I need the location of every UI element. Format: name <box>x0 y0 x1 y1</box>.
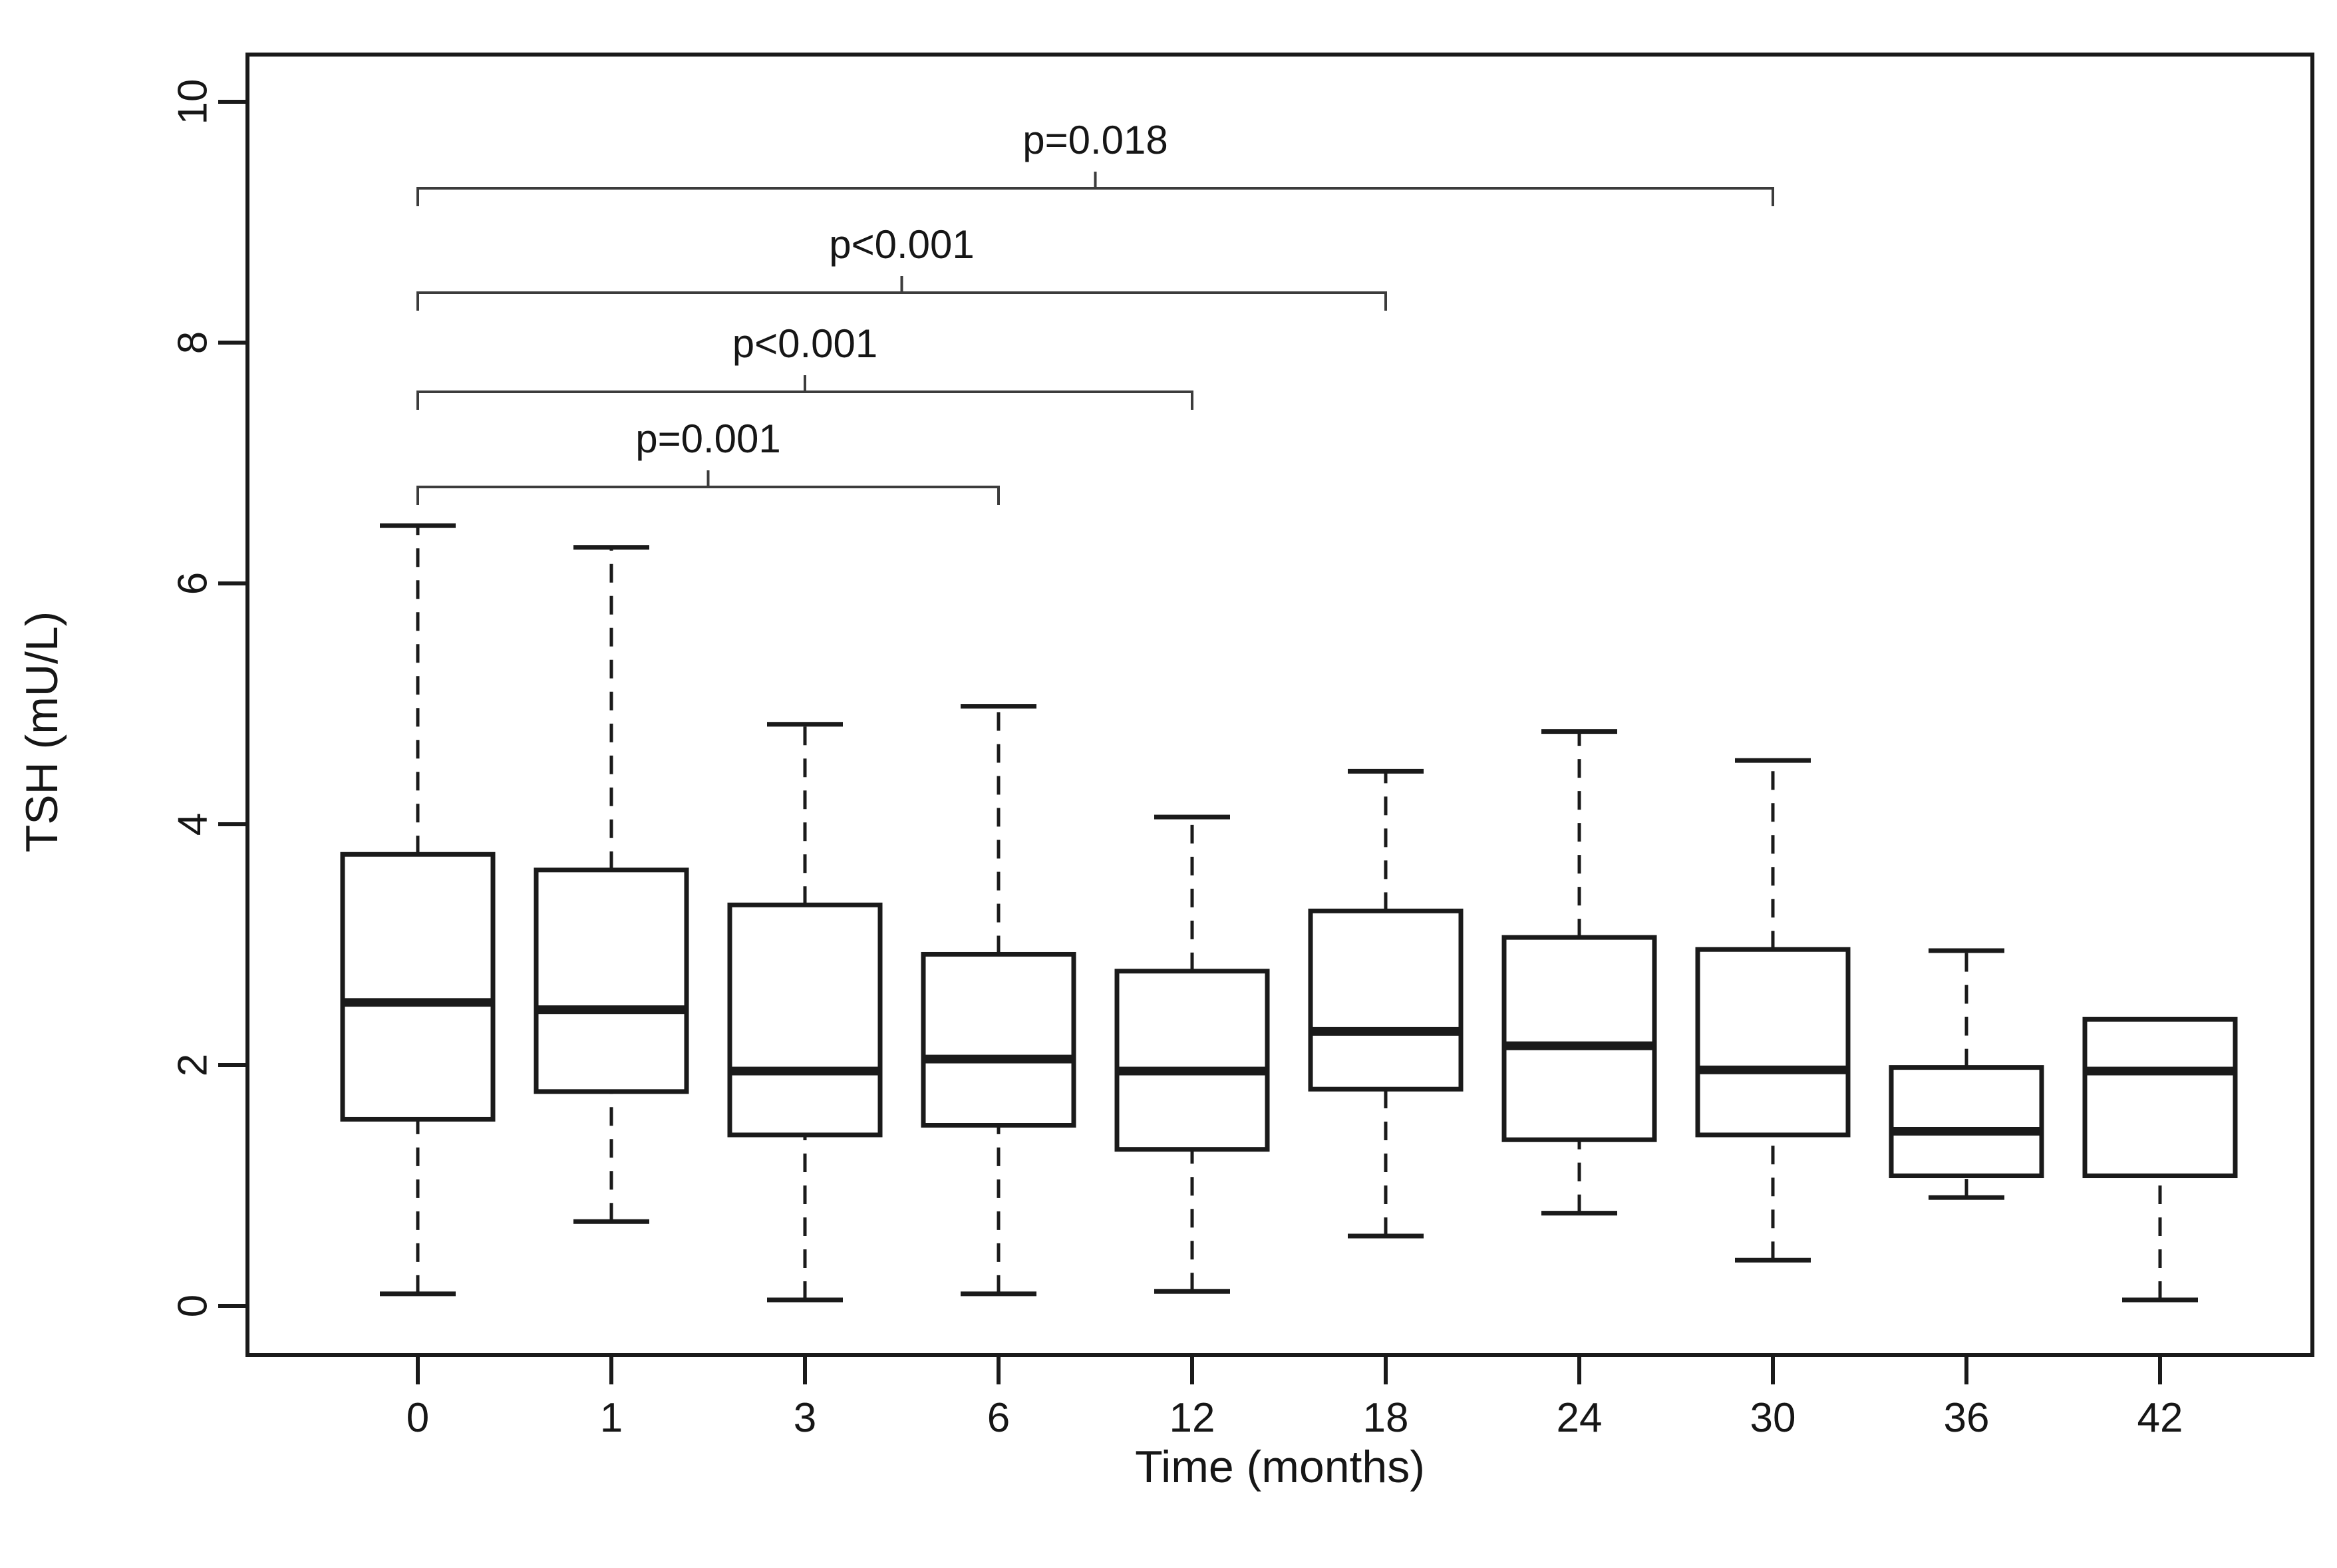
y-axis-tick-label: 8 <box>170 331 216 354</box>
box-42 <box>2082 1017 2238 1179</box>
y-axis-title: TSH (mU/L) <box>17 611 67 853</box>
y-axis-tick-label: 0 <box>170 1295 216 1317</box>
box-1 <box>534 867 689 1094</box>
significance-bracket-0-6 <box>416 486 1000 505</box>
p-value-label-0-18: p<0.001 <box>829 222 975 267</box>
box-24 <box>1501 935 1657 1142</box>
box-18 <box>1308 908 1464 1092</box>
p-value-label-0-6: p=0.001 <box>635 416 781 461</box>
p-value-label-0-12: p<0.001 <box>732 321 878 366</box>
y-axis-tick-label: 4 <box>170 813 216 836</box>
x-axis-tick-label: 1 <box>600 1395 623 1441</box>
x-axis-tick-label: 18 <box>1363 1395 1409 1441</box>
x-axis-tick-label: 42 <box>2137 1395 2183 1441</box>
y-axis-tick-label: 6 <box>170 572 216 595</box>
box-30 <box>1695 947 1851 1138</box>
box-3 <box>727 902 883 1138</box>
box-36 <box>1889 1065 2044 1179</box>
p-value-label-0-30: p=0.018 <box>1022 118 1168 162</box>
x-axis-tick-label: 3 <box>794 1395 816 1441</box>
box-12 <box>1114 969 1270 1152</box>
significance-bracket-0-12 <box>416 391 1193 410</box>
x-axis-tick-label: 30 <box>1750 1395 1796 1441</box>
x-axis-tick-label: 0 <box>406 1395 429 1441</box>
x-axis-tick-label: 24 <box>1557 1395 1603 1441</box>
y-axis-tick-label: 10 <box>170 79 216 125</box>
box-0 <box>340 852 496 1122</box>
significance-bracket-0-18 <box>416 291 1387 311</box>
x-axis-tick-label: 12 <box>1169 1395 1215 1441</box>
plot-frame <box>245 53 2314 1357</box>
x-axis-tick-label: 6 <box>987 1395 1010 1441</box>
x-axis-tick-label: 36 <box>1944 1395 1990 1441</box>
y-axis-tick-label: 2 <box>170 1054 216 1076</box>
x-axis-title: Time (months) <box>1135 1442 1425 1492</box>
box-6 <box>921 951 1076 1128</box>
significance-bracket-0-30 <box>416 187 1774 206</box>
